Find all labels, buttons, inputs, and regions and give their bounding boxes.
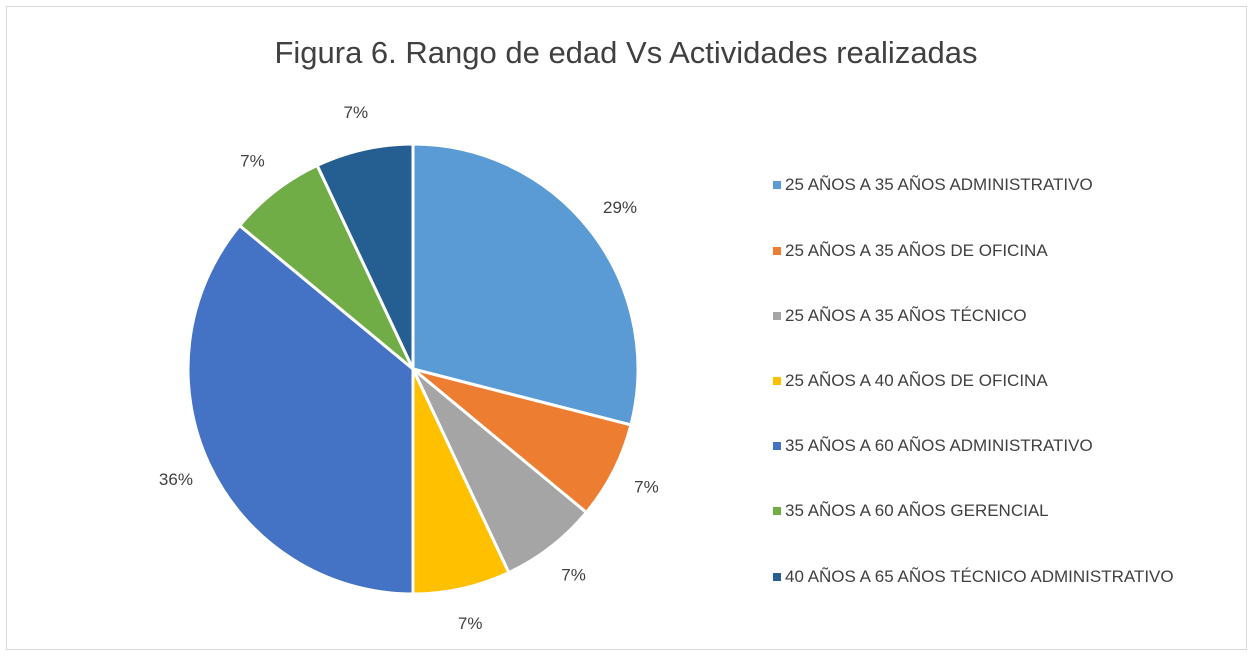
data-label: 7% bbox=[344, 103, 369, 122]
chart-title: Figura 6. Rango de edad Vs Actividades r… bbox=[274, 35, 977, 70]
data-label: 7% bbox=[240, 151, 265, 170]
legend-swatch bbox=[773, 507, 781, 515]
legend-item: 25 AÑOS A 40 AÑOS DE OFICINA bbox=[773, 370, 1198, 392]
pie-slice bbox=[315, 142, 415, 370]
legend-item: 35 AÑOS A 60 AÑOS ADMINISTRATIVO bbox=[773, 435, 1198, 457]
legend-label: 35 AÑOS A 60 AÑOS GERENCIAL bbox=[785, 501, 1049, 520]
data-label: 7% bbox=[458, 614, 483, 633]
legend-swatch bbox=[773, 247, 781, 255]
legend-swatch bbox=[773, 377, 781, 385]
legend-swatch bbox=[773, 312, 781, 320]
data-label: 36% bbox=[159, 470, 193, 489]
legend-label: 25 AÑOS A 35 AÑOS TÉCNICO bbox=[785, 306, 1027, 325]
data-label: 7% bbox=[634, 477, 659, 496]
legend-swatch bbox=[773, 442, 781, 450]
legend-label: 40 AÑOS A 65 AÑOS TÉCNICO ADMINISTRATIVO bbox=[785, 567, 1174, 586]
legend-label: 25 AÑOS A 35 AÑOS ADMINISTRATIVO bbox=[785, 175, 1093, 194]
legend-item: 25 AÑOS A 35 AÑOS ADMINISTRATIVO bbox=[773, 174, 1198, 196]
legend-swatch bbox=[773, 181, 781, 189]
pie-slice bbox=[411, 142, 640, 427]
legend-label: 25 AÑOS A 40 AÑOS DE OFICINA bbox=[785, 371, 1048, 390]
data-label: 7% bbox=[561, 566, 586, 585]
legend-swatch bbox=[773, 573, 781, 581]
legend-label: 35 AÑOS A 60 AÑOS ADMINISTRATIVO bbox=[785, 436, 1093, 455]
legend-item: 25 AÑOS A 35 AÑOS TÉCNICO bbox=[773, 305, 1198, 327]
pie-slice bbox=[186, 223, 415, 596]
legend-item: 35 AÑOS A 60 AÑOS GERENCIAL bbox=[773, 500, 1198, 522]
data-label: 29% bbox=[603, 198, 637, 217]
legend-item: 25 AÑOS A 35 AÑOS DE OFICINA bbox=[773, 240, 1198, 262]
legend-label: 25 AÑOS A 35 AÑOS DE OFICINA bbox=[785, 241, 1048, 260]
legend-item: 40 AÑOS A 65 AÑOS TÉCNICO ADMINISTRATIVO bbox=[773, 566, 1198, 588]
